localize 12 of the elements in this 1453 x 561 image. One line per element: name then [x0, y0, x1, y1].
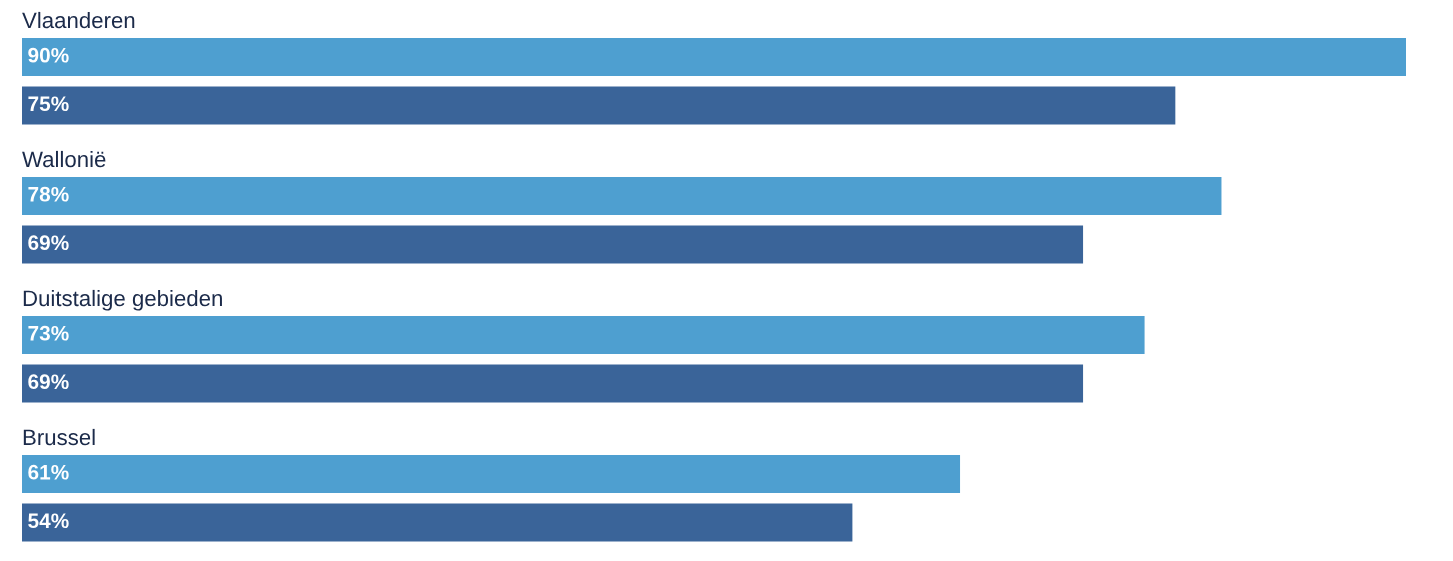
- y-tick-label: Duitstalige gebieden: [23, 289, 222, 311]
- y-tick-label: Wallonië: [22, 150, 106, 168]
- data-label: 61%: [28, 464, 69, 480]
- data-label: 69%: [28, 235, 69, 251]
- data-label: 69%: [28, 374, 69, 390]
- y-tick-label: Vlaanderen: [22, 11, 135, 29]
- data-label: 73%: [28, 325, 69, 341]
- data-label: 75%: [28, 96, 69, 112]
- data-label: 90%: [28, 47, 69, 63]
- y-tick-label: Brussel: [23, 428, 95, 446]
- data-label: 78%: [28, 186, 69, 202]
- data-label: 54%: [28, 513, 69, 529]
